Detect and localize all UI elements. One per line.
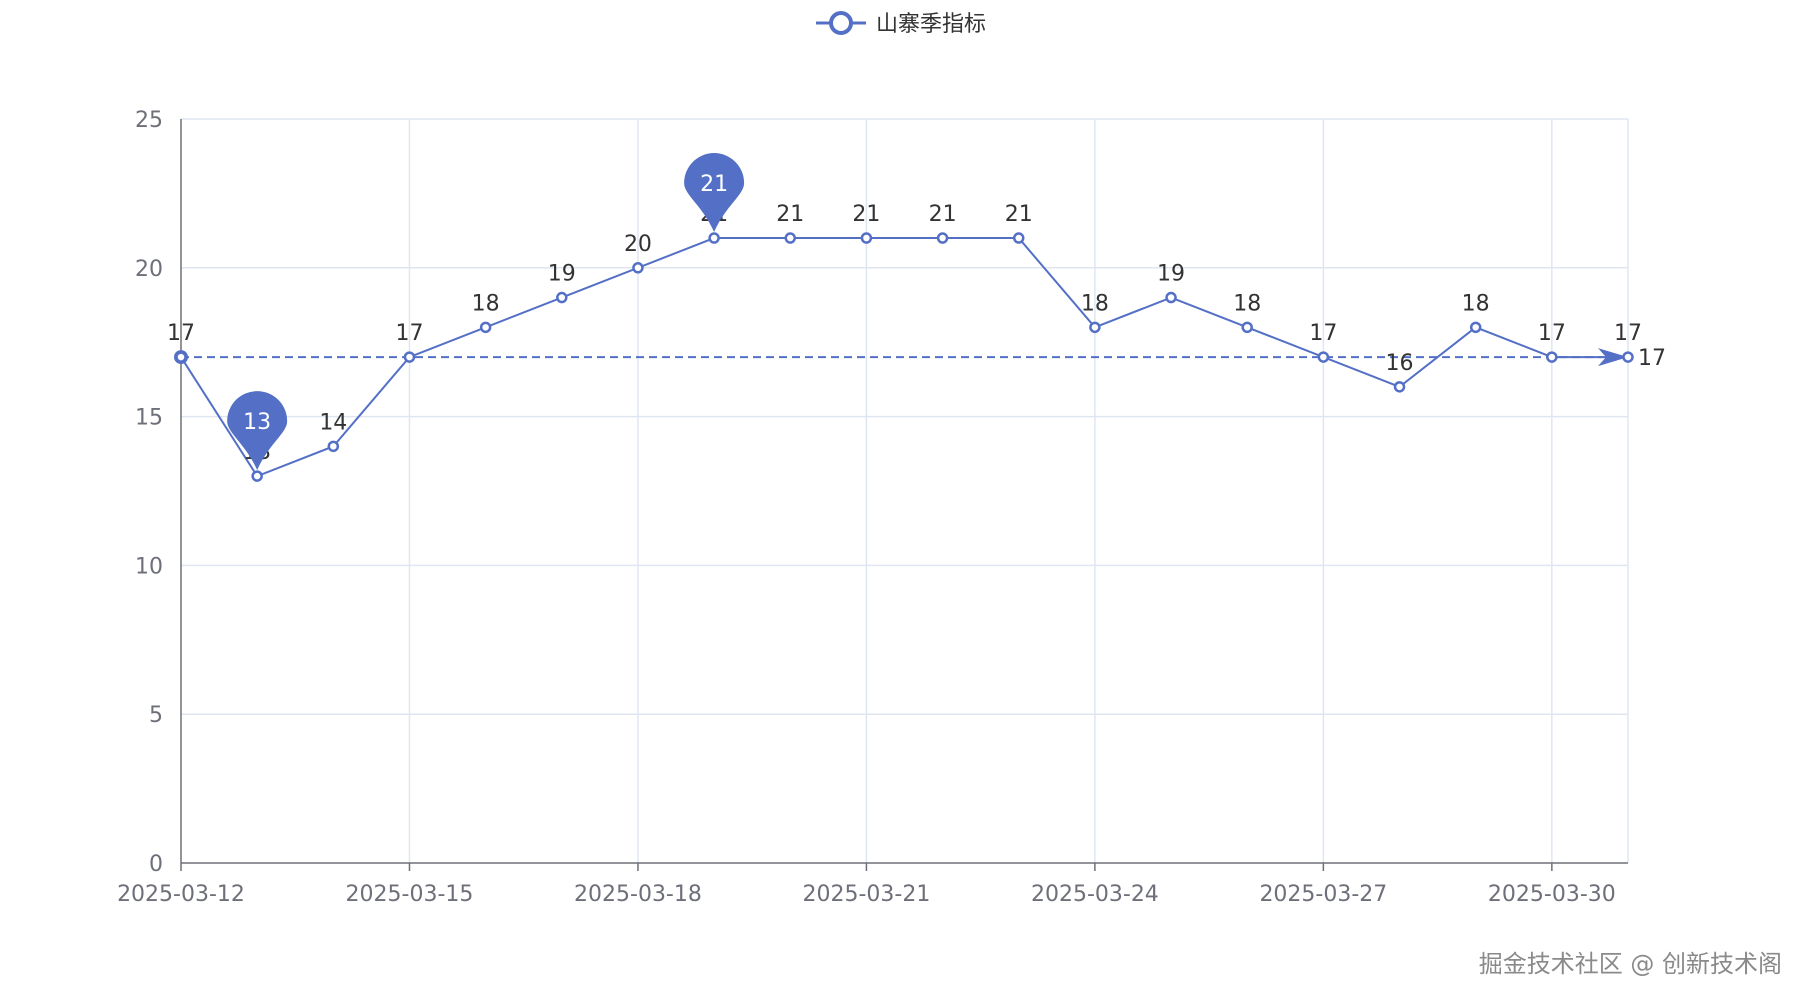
legend[interactable]: 山寨季指标 (816, 11, 986, 37)
x-tick-label: 2025-03-12 (117, 882, 245, 907)
data-label: 21 (929, 202, 957, 227)
legend-label: 山寨季指标 (876, 12, 986, 37)
pin-icon (684, 153, 745, 233)
y-tick-label: 0 (149, 852, 163, 877)
x-tick-label: 2025-03-30 (1488, 882, 1616, 907)
data-point[interactable] (632, 262, 644, 274)
mark-points[interactable]: 13 21 (227, 153, 745, 471)
data-point[interactable] (251, 470, 263, 482)
data-point[interactable] (327, 440, 340, 453)
data-point[interactable] (1469, 321, 1482, 334)
data-label: 18 (1233, 291, 1261, 316)
data-label: 18 (472, 291, 500, 316)
axes: 0 5 10 15 20 25 2025-03-12 2025-03-15 2025-03-18… (117, 108, 1628, 907)
data-label: 17 (1614, 321, 1642, 346)
pin-icon (227, 391, 288, 471)
data-point[interactable] (1089, 321, 1101, 334)
data-label: 14 (319, 410, 347, 435)
data-label: 17 (167, 321, 195, 346)
mark-point-pin[interactable]: 21 (684, 153, 745, 233)
data-point[interactable] (784, 232, 797, 244)
data-point[interactable] (936, 232, 949, 244)
x-tick-label: 2025-03-27 (1259, 882, 1387, 907)
data-label: 17 (1309, 321, 1337, 346)
x-tick-label: 2025-03-24 (1031, 882, 1159, 907)
mark-point-label: 21 (700, 172, 728, 197)
data-point[interactable] (1241, 321, 1253, 334)
data-point[interactable] (1012, 232, 1025, 244)
data-point[interactable] (1393, 381, 1406, 393)
data-label: 17 (1538, 321, 1566, 346)
data-label: 21 (852, 202, 880, 227)
data-point[interactable] (1165, 291, 1177, 304)
data-label: 18 (1462, 291, 1490, 316)
watermark: 掘金技术社区 @ 创新技术阁 (1479, 950, 1782, 978)
series-line[interactable] (180, 237, 1628, 478)
data-point[interactable] (708, 232, 720, 244)
mark-point-pin[interactable]: 13 (227, 391, 288, 471)
data-point[interactable] (1546, 351, 1558, 363)
mark-line-label: 17 (1638, 346, 1666, 371)
average-mark-line: 17 (174, 346, 1666, 371)
data-label: 21 (1005, 202, 1033, 227)
series-line-path[interactable] (180, 237, 1628, 478)
data-point[interactable] (860, 232, 873, 244)
mark-point-label: 13 (243, 410, 271, 435)
data-label: 18 (1081, 291, 1109, 316)
x-tick-label: 2025-03-15 (346, 882, 474, 907)
data-point[interactable] (479, 321, 492, 334)
legend-circle-icon (829, 11, 853, 35)
y-tick-label: 25 (135, 108, 163, 133)
data-label: 17 (395, 321, 423, 346)
data-point[interactable] (403, 351, 416, 363)
data-label: 19 (548, 262, 576, 287)
data-point[interactable] (1317, 351, 1330, 363)
x-tick-label: 2025-03-21 (802, 882, 930, 907)
data-point[interactable] (556, 291, 568, 304)
data-label: 20 (624, 232, 652, 257)
data-label: 19 (1157, 262, 1185, 287)
x-tick-label: 2025-03-18 (574, 882, 702, 907)
data-point[interactable] (175, 351, 187, 363)
data-labels: 1713141718192021212121211819181716181717 (167, 202, 1642, 465)
y-tick-label: 15 (135, 406, 163, 431)
data-label: 16 (1386, 351, 1414, 376)
data-label: 21 (776, 202, 804, 227)
y-tick-label: 20 (135, 257, 163, 282)
y-tick-label: 10 (135, 554, 163, 579)
data-points[interactable] (175, 232, 1634, 482)
y-tick-label: 5 (149, 703, 163, 728)
data-point[interactable] (1622, 351, 1634, 363)
grid (181, 118, 1629, 863)
